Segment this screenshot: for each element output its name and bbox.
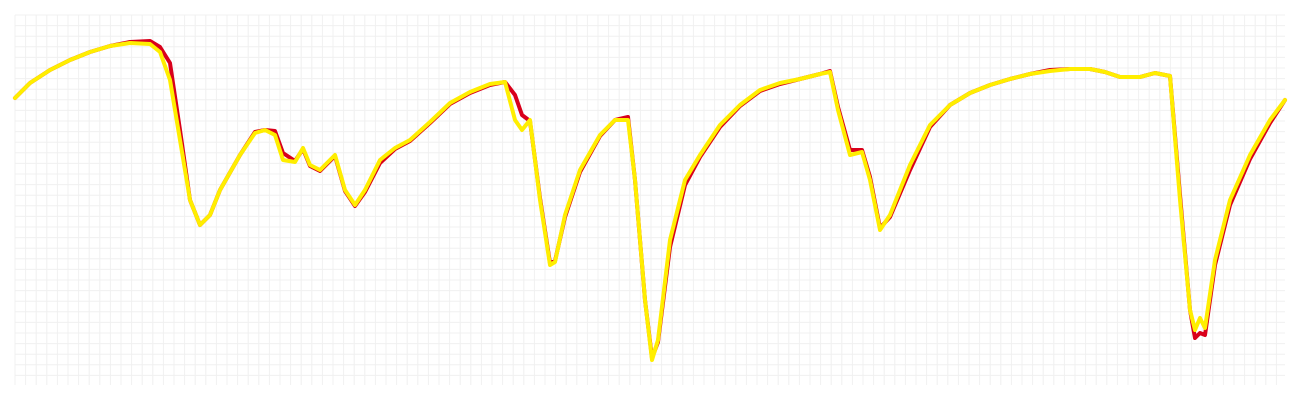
grid xyxy=(14,14,1285,385)
data-line xyxy=(13,41,1287,362)
plot-area xyxy=(13,39,1287,362)
